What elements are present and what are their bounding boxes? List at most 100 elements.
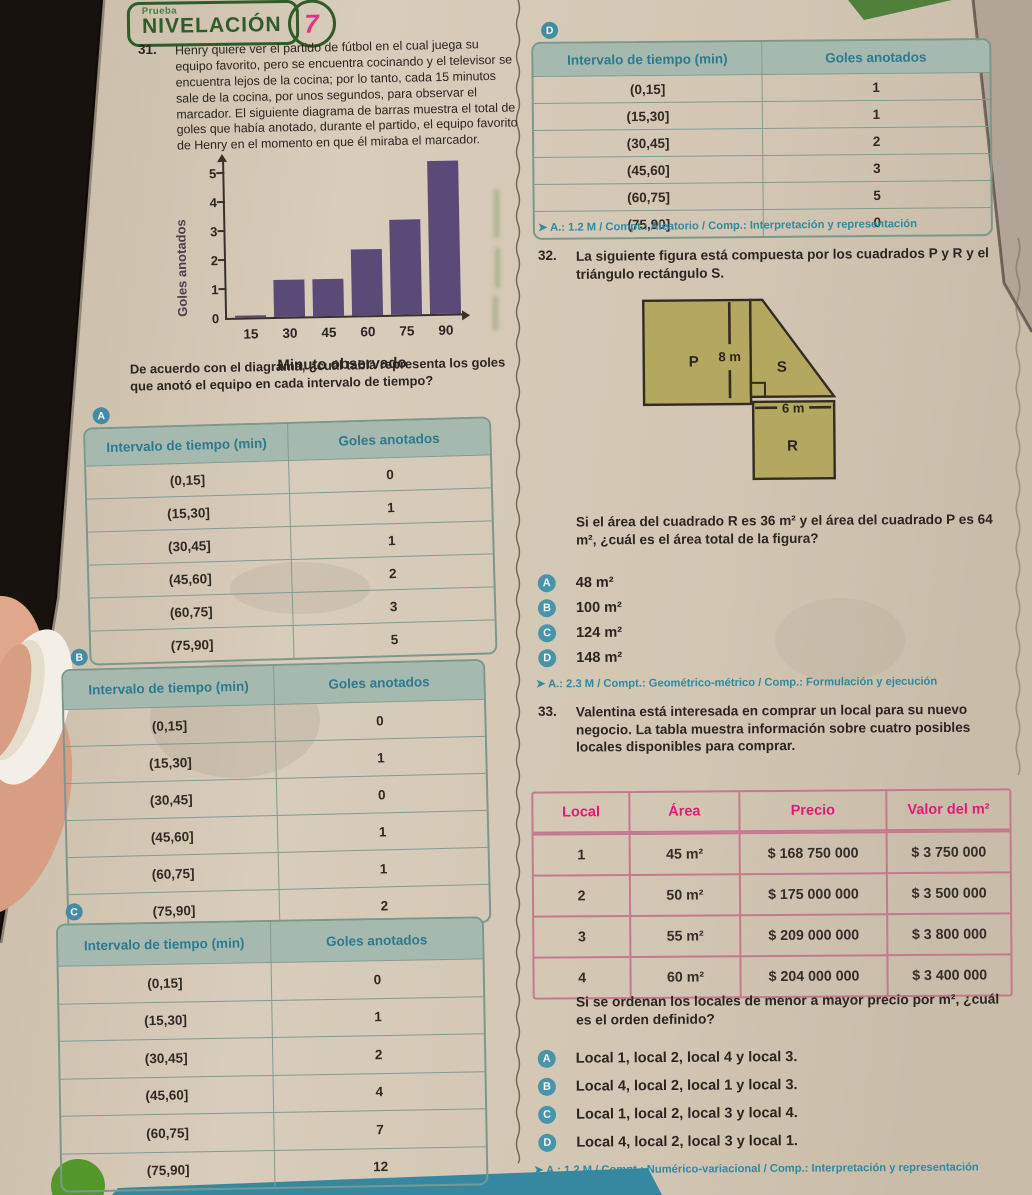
table-cell: $ 3 500 000 [886,871,1011,914]
interval-cell: (60,75] [61,1111,274,1154]
y-tick-mark [217,229,226,233]
bar-minute-15 [235,315,267,318]
interval-cell: (0,15] [533,74,762,103]
table-cell: $ 204 000 000 [739,954,887,997]
triangle-S [748,298,837,399]
question-32-options: A 48 m² B 100 m² C 124 m² D 148 m² [537,570,623,671]
interval-table-A: Intervalo de tiempo (min) Goles anotados(… [83,416,498,666]
goals-cell: 1 [274,735,486,779]
column-header: Intervalo de tiempo (min) [63,666,274,710]
column-header: Intervalo de tiempo (min) [85,424,289,466]
question-33-competency-line: ➤ A.: 1.2 M / Compt.: Numérico-variacion… [533,1161,979,1177]
y-tick-mark [216,171,225,175]
option-marker-B: B [70,648,89,666]
table-row: (15,30] 1 [533,99,990,130]
goals-cell: 0 [273,698,485,742]
x-tick-label: 15 [243,326,259,342]
column-header: Área [628,792,739,833]
interval-table-D: Intervalo de tiempo (min) Goles anotados(… [531,37,993,241]
table-cell: $ 3 400 000 [886,953,1011,996]
goals-bar-chart: Goles anotados 0 1 2 3 4 5 15 30 45 60 75 90 Minuto… [166,143,490,377]
interval-cell: (15,30] [533,101,762,130]
bar-minute-30 [273,279,306,318]
table-cell: 3 [534,914,630,957]
bar-minute-60 [350,248,384,316]
question-33-number: 33. [538,704,557,719]
option-text: Local 4, local 2, local 3 y local 1. [576,1133,798,1151]
option-text: Local 1, local 2, local 4 y local 3. [575,1049,798,1067]
q32-option-C: C 124 m² [538,620,622,646]
interval-cell: (45,60] [60,1074,274,1116]
goals-cell: 0 [270,958,484,1000]
corner-green-triangle [848,0,952,20]
option-marker-A: A [92,406,110,425]
y-tick-mark [218,287,227,291]
table-cell: 2 [533,873,630,916]
question-32-number: 32. [538,248,557,263]
goals-cell: 1 [271,995,484,1038]
table-cell: 1 [533,832,630,875]
table-cell: $ 168 750 000 [738,831,887,874]
option-letter-C: C [538,1105,557,1124]
bottom-green-badge [51,1159,105,1195]
option-text: 124 m² [576,624,623,641]
label-square-R: R [787,438,798,455]
question-32-prompt: Si el área del cuadrado R es 36 m² y el … [575,511,993,548]
question-32-competency-line: ➤ A.: 2.3 M / Compt.: Geométrico-métrico… [535,675,938,691]
answer-table-D-wrap: D Intervalo de tiempo (min) Goles anotados… [531,18,993,241]
y-tick-mark [217,258,226,262]
answer-table-C-wrap: C Intervalo de tiempo (min) Goles anotados… [55,896,489,1193]
goals-cell: 7 [273,1108,486,1150]
interval-table-C: Intervalo de tiempo (min) Goles anotados(… [55,916,489,1193]
bar-minute-45 [312,278,345,317]
goals-cell: 2 [271,1033,485,1075]
interval-cell: (0,15] [58,962,272,1004]
interval-cell: (15,30] [59,999,272,1041]
bar-minute-90 [427,160,462,315]
answer-table-A-wrap: A Intervalo de tiempo (min) Goles anotados… [82,396,498,666]
table-row: (30,45] 2 [533,126,991,157]
paper-stain [775,598,905,682]
interval-cell: (30,45] [65,778,277,821]
table-row: (60,75] 5 [534,180,991,211]
option-letter-D: D [538,1133,557,1152]
page-edge-shadow [971,0,1032,333]
question-32-text: La siguiente figura está compuesta por l… [575,245,989,282]
option-text: Local 1, local 2, local 3 y local 4. [576,1105,798,1123]
column-header: Goles anotados [761,40,990,75]
option-letter-A: A [537,573,556,592]
x-tick-label: 60 [360,324,376,340]
table-row: 2 50 m² $ 175 000 000 $ 3 500 000 [533,871,1011,916]
option-text: 148 m² [576,649,623,666]
table-cell: 60 m² [629,955,740,997]
x-tick-label: 75 [399,323,415,339]
question-33-text: Valentina está interesada en comprar un … [575,701,971,755]
thumb [0,595,73,916]
goals-cell: 3 [762,153,991,182]
interval-cell: (45,60] [66,814,278,858]
q33-option-C: C Local 1, local 2, local 3 y local 4. [538,1099,798,1129]
table-surface-corner [973,0,1032,332]
dim-label-8m: 8 m [718,349,741,364]
q33-option-D: D Local 4, local 2, local 3 y local 1. [538,1127,798,1157]
interval-cell: (30,45] [533,128,763,157]
q33-option-A: A Local 1, local 2, local 4 y local 3. [537,1043,798,1073]
interval-cell: (15,30] [64,741,276,784]
goals-cell: 1 [276,809,488,852]
question-33-prompt: Si se ordenan los locales de menor a may… [575,991,1000,1028]
goals-cell: 4 [272,1070,486,1112]
label-square-P: P [689,353,699,370]
locals-header-row: Local Área Precio Valor del m² [533,790,1010,834]
dim-label-6m: 6 m [782,400,805,415]
option-letter-D: D [538,648,557,667]
table-cell: 4 [534,955,630,998]
y-tick-label: 0 [211,311,220,327]
column-header: Goles anotados [287,418,490,461]
locals-table-wrap: Local Área Precio Valor del m² 1 45 m² $ 168 7… [531,788,1013,1000]
question-33-options: A Local 1, local 2, local 4 y local 3. B Lo… [537,1043,798,1157]
table-row: (45,60] 3 [534,153,991,184]
y-tick-label: 5 [208,166,217,182]
composite-figure: 8 m 6 m P S R [641,298,837,481]
q32-option-B: B 100 m² [537,595,622,621]
